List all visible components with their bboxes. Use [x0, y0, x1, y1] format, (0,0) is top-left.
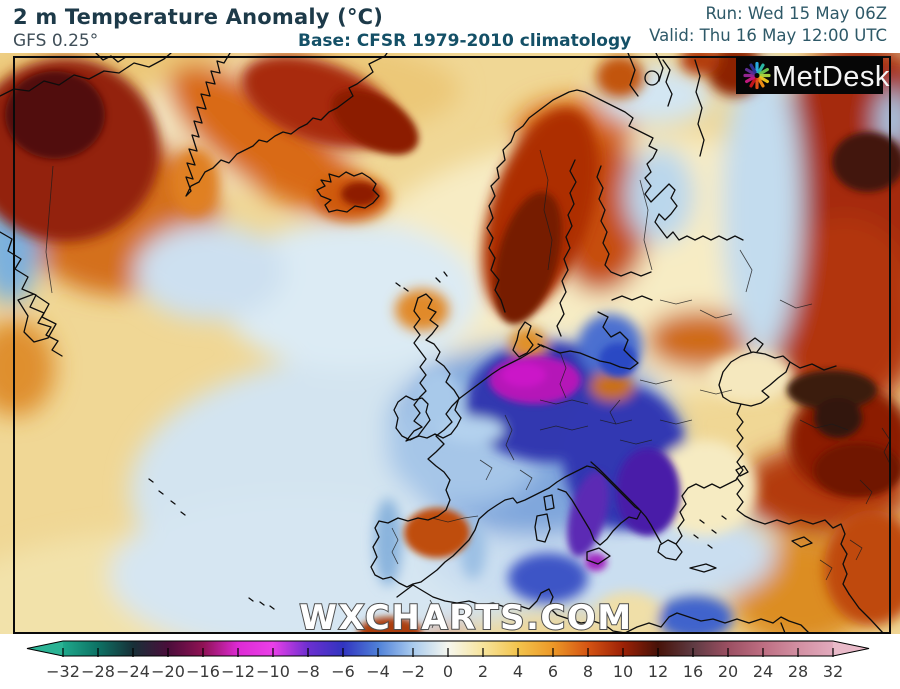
country-borders [45, 149, 891, 629]
svg-text:−28: −28 [81, 662, 115, 681]
svg-text:−16: −16 [186, 662, 220, 681]
turkey-levant-coast [735, 403, 850, 595]
scandinavia-coast [486, 89, 744, 313]
run-time: Run: Wed 15 May 06Z [705, 4, 887, 23]
svg-text:4: 4 [513, 662, 523, 681]
coastlines [0, 53, 891, 634]
svg-text:24: 24 [753, 662, 773, 681]
west-europe-iberia-coast [370, 344, 550, 588]
svg-text:20: 20 [718, 662, 738, 681]
watermark: WXCHARTS.COM [299, 598, 632, 638]
svg-text:−10: −10 [256, 662, 290, 681]
anomaly-field: WXCHARTS.COM [0, 53, 900, 638]
svg-text:−12: −12 [221, 662, 255, 681]
model-label: GFS 0.25° [13, 31, 99, 51]
colorbar-ticks: −32 −28 −24 −20 −16 −12 −10 −8 −6 −4 −2 0 2 4 6 8 10 12 16… [46, 648, 843, 681]
iceland-coast [316, 171, 380, 213]
pinwheel-icon [743, 61, 771, 90]
svg-text:2: 2 [478, 662, 488, 681]
colorbar-right-arrow [833, 641, 869, 656]
island-specks [148, 271, 448, 610]
map-frame [13, 56, 891, 634]
svg-text:−6: −6 [331, 662, 355, 681]
svg-text:−2: −2 [401, 662, 425, 681]
svg-text:8: 8 [583, 662, 593, 681]
svg-text:−32: −32 [46, 662, 80, 681]
colorbar-left-arrow [27, 641, 63, 656]
svg-text:0: 0 [443, 662, 453, 681]
uk-coast [405, 293, 462, 442]
ireland-coast [393, 395, 431, 441]
svg-text:12: 12 [648, 662, 668, 681]
svg-text:16: 16 [683, 662, 703, 681]
svg-text:6: 6 [548, 662, 558, 681]
greenland-coast [185, 53, 388, 197]
balkan-greece-coast [590, 461, 737, 573]
baseline-label: Base: CFSR 1979-2010 climatology [298, 31, 632, 51]
svg-text:−8: −8 [296, 662, 320, 681]
svg-text:−4: −4 [366, 662, 390, 681]
black-sea-coast [718, 337, 837, 407]
north-africa-coast [396, 584, 884, 634]
baltic-coast [540, 295, 653, 370]
svg-text:28: 28 [788, 662, 808, 681]
svg-text:−24: −24 [116, 662, 150, 681]
svg-text:32: 32 [823, 662, 843, 681]
kolguev-island [644, 70, 660, 86]
logo-text: MetDesk [772, 61, 890, 93]
valid-time: Valid: Thu 16 May 12:00 UTC [649, 25, 887, 45]
italy-coast [534, 465, 642, 565]
svg-text:−20: −20 [151, 662, 185, 681]
page-title: 2 m Temperature Anomaly (°C) [13, 5, 384, 29]
metdesk-logo: MetDesk [736, 57, 890, 94]
colorbar: −32 −28 −24 −20 −16 −12 −10 −8 −6 −4 −2 0 2 4 6 8 10 12 16… [26, 640, 870, 681]
barents-coast [627, 53, 705, 157]
svg-text:10: 10 [613, 662, 633, 681]
bothnia-coast [556, 159, 652, 337]
run-valid-block: Run: Wed 15 May 06Z Valid: Thu 16 May 12… [649, 3, 887, 46]
